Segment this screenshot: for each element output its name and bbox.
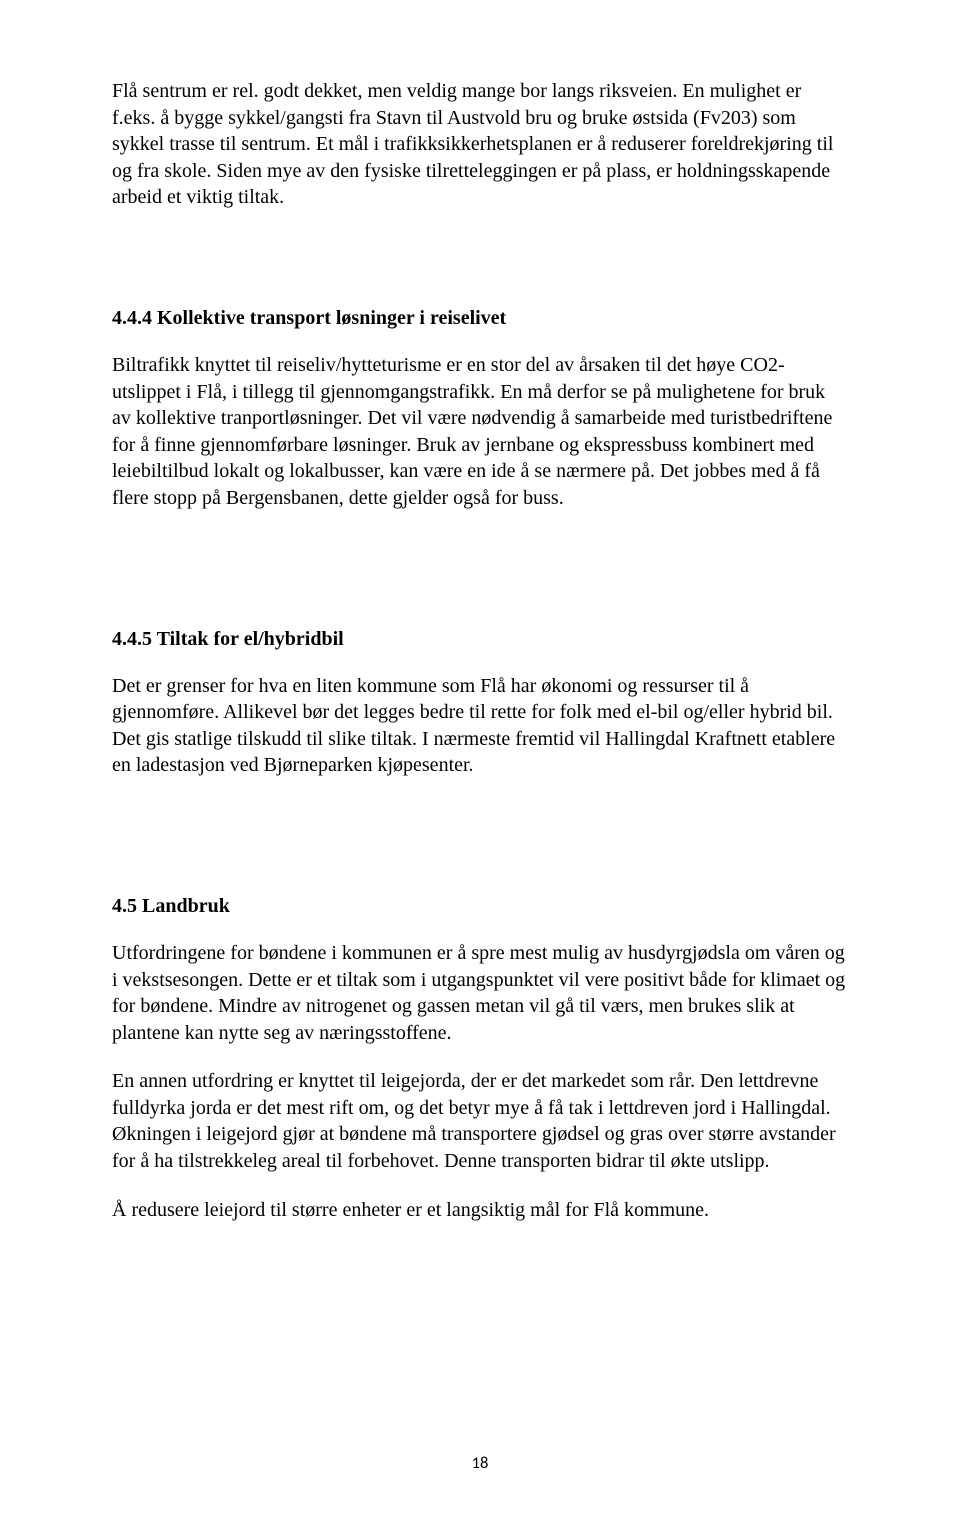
body-45-p1: Utfordringene for bøndene i kommunen er … bbox=[112, 940, 848, 1046]
page-number: 18 bbox=[0, 1453, 960, 1473]
heading-445: 4.4.5 Tiltak for el/hybridbil bbox=[112, 628, 848, 651]
body-45-p3: Å redusere leiejord til større enheter e… bbox=[112, 1197, 848, 1224]
section-gap bbox=[112, 233, 848, 307]
body-45-p2: En annen utfordring er knyttet til leige… bbox=[112, 1068, 848, 1174]
intro-paragraph: Flå sentrum er rel. godt dekket, men vel… bbox=[112, 78, 848, 211]
section-gap bbox=[112, 534, 848, 628]
document-page: Flå sentrum er rel. godt dekket, men vel… bbox=[0, 0, 960, 1521]
heading-444: 4.4.4 Kollektive transport løsninger i r… bbox=[112, 307, 848, 330]
heading-45: 4.5 Landbruk bbox=[112, 895, 848, 918]
section-gap bbox=[112, 801, 848, 895]
body-445: Det er grenser for hva en liten kommune … bbox=[112, 673, 848, 779]
body-444: Biltrafikk knyttet til reiseliv/hyttetur… bbox=[112, 352, 848, 512]
